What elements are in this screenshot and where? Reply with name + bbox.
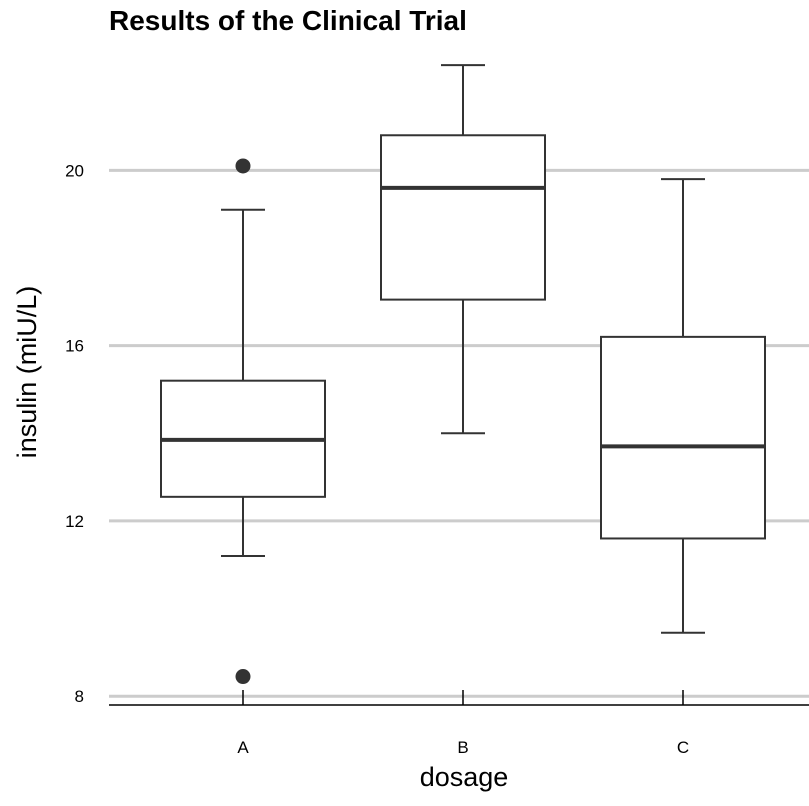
- outlier-point: [235, 158, 251, 174]
- y-tick-label: 16: [65, 337, 84, 356]
- x-tick-label: B: [457, 738, 468, 757]
- y-tick-label: 12: [65, 512, 84, 531]
- iqr-box: [600, 335, 766, 540]
- y-ticks: 8 12 16 20: [65, 161, 84, 706]
- iqr-box: [380, 134, 546, 301]
- box-C: [600, 178, 766, 634]
- y-tick-label: 8: [75, 687, 84, 706]
- box-A: [160, 158, 326, 685]
- x-ticks: A B C: [237, 690, 689, 757]
- y-axis-label: insulin (miU/L): [12, 286, 42, 459]
- x-tick-label: A: [237, 738, 249, 757]
- box-B: [380, 64, 546, 435]
- boxes: [160, 64, 766, 685]
- outlier-point: [235, 669, 251, 685]
- chart-title: Results of the Clinical Trial: [109, 5, 467, 36]
- x-axis-label: dosage: [420, 762, 509, 792]
- y-tick-label: 20: [65, 161, 84, 180]
- x-tick-label: C: [677, 738, 689, 757]
